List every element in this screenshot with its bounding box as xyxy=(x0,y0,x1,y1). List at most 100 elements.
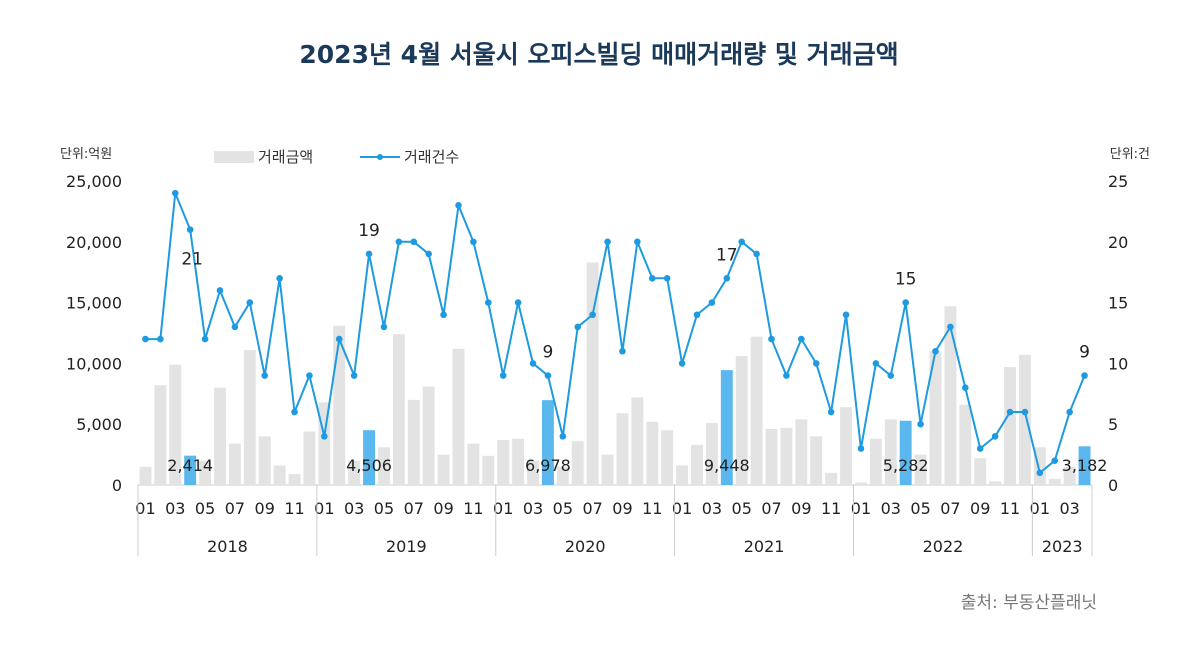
amount-bar xyxy=(691,444,703,485)
count-point xyxy=(157,335,164,343)
right-tick-label: 20 xyxy=(1108,233,1128,252)
amount-bar xyxy=(586,262,599,485)
amount-bar xyxy=(869,438,882,485)
count-point xyxy=(321,433,328,440)
amount-bar xyxy=(884,419,897,485)
count-data-label: 19 xyxy=(358,221,380,241)
month-tick-label: 03 xyxy=(523,499,543,518)
amount-bar xyxy=(795,419,808,485)
amount-bar xyxy=(214,387,226,485)
count-point xyxy=(708,299,716,306)
amount-bar xyxy=(661,430,674,485)
amount-bar xyxy=(1018,354,1031,485)
month-tick-label: 01 xyxy=(493,499,513,518)
count-point xyxy=(976,445,984,452)
count-point xyxy=(678,360,686,367)
amount-bar xyxy=(676,465,689,485)
month-tick-label: 01 xyxy=(135,499,155,518)
amount-bar xyxy=(1048,478,1061,485)
count-point xyxy=(648,274,656,282)
count-point xyxy=(201,335,209,343)
count-point xyxy=(663,274,671,282)
count-point xyxy=(1081,372,1088,379)
amount-bar xyxy=(735,356,748,485)
count-data-label: 15 xyxy=(895,270,917,290)
month-tick-label: 09 xyxy=(612,499,632,518)
count-point xyxy=(902,299,909,306)
amount-bar xyxy=(616,413,629,485)
count-point xyxy=(589,311,596,319)
count-point xyxy=(410,238,418,246)
month-tick-label: 11 xyxy=(1000,499,1020,518)
amount-data-label: 6,978 xyxy=(525,456,571,475)
count-point xyxy=(783,372,790,379)
amount-bar xyxy=(840,407,853,485)
month-tick-label: 07 xyxy=(761,499,781,518)
amount-bar xyxy=(1004,367,1016,485)
right-axis-unit: 단위:건 xyxy=(1110,147,1150,162)
month-tick-label: 07 xyxy=(940,499,960,518)
highlight-amount-bar xyxy=(899,420,912,485)
amount-bar xyxy=(765,429,778,485)
month-tick-label: 05 xyxy=(374,499,394,518)
amount-bar xyxy=(527,460,539,485)
month-tick-label: 03 xyxy=(344,499,364,518)
year-label: 2023 xyxy=(1042,537,1083,556)
year-label: 2020 xyxy=(565,537,606,556)
amount-bar xyxy=(631,397,644,485)
month-tick-label: 07 xyxy=(582,499,602,518)
month-tick-label: 11 xyxy=(284,499,304,518)
count-point xyxy=(395,238,403,246)
month-tick-label: 09 xyxy=(255,499,275,518)
amount-data-label: 4,506 xyxy=(346,456,392,475)
amount-bar xyxy=(974,458,987,485)
count-point xyxy=(499,372,507,379)
amount-data-label: 5,282 xyxy=(883,456,929,475)
count-point xyxy=(425,250,432,258)
amount-bar xyxy=(497,440,510,485)
year-label: 2019 xyxy=(386,537,427,556)
right-tick-label: 25 xyxy=(1108,172,1128,191)
count-point xyxy=(991,433,999,440)
amount-bar xyxy=(377,447,390,485)
count-point xyxy=(932,347,939,355)
count-point xyxy=(216,287,224,294)
amount-bar xyxy=(571,441,584,485)
month-tick-label: 11 xyxy=(642,499,662,518)
highlight-amount-bar xyxy=(363,430,376,485)
count-point xyxy=(619,347,626,355)
left-tick-label: 20,000 xyxy=(66,233,122,252)
amount-bar xyxy=(989,481,1002,485)
count-point xyxy=(186,226,194,233)
month-tick-label: 09 xyxy=(970,499,990,518)
year-label: 2018 xyxy=(207,537,248,556)
legend-bar-label: 거래금액 xyxy=(258,148,313,166)
count-point xyxy=(440,311,447,319)
legend: 거래금액 거래건수 xyxy=(214,148,459,166)
count-point xyxy=(961,384,969,392)
amount-bar xyxy=(646,421,659,485)
count-point xyxy=(470,238,477,246)
left-tick-label: 15,000 xyxy=(66,294,122,313)
amount-data-label: 3,182 xyxy=(1062,456,1108,475)
count-point xyxy=(753,250,760,258)
count-point xyxy=(887,372,895,379)
month-tick-label: 03 xyxy=(881,499,901,518)
amount-bar xyxy=(303,431,316,485)
count-point xyxy=(604,238,611,246)
month-tick-label: 03 xyxy=(702,499,722,518)
month-tick-label: 01 xyxy=(672,499,692,518)
count-point xyxy=(842,311,850,319)
amount-bar xyxy=(333,325,346,485)
count-point xyxy=(529,360,537,367)
count-point xyxy=(827,408,835,416)
month-tick-label: 07 xyxy=(404,499,424,518)
amount-bar xyxy=(929,351,942,485)
count-point xyxy=(693,311,701,319)
amount-bar xyxy=(1033,447,1046,485)
count-point xyxy=(335,335,343,343)
count-point xyxy=(723,274,731,282)
count-point xyxy=(1051,457,1059,464)
count-point xyxy=(574,323,582,331)
